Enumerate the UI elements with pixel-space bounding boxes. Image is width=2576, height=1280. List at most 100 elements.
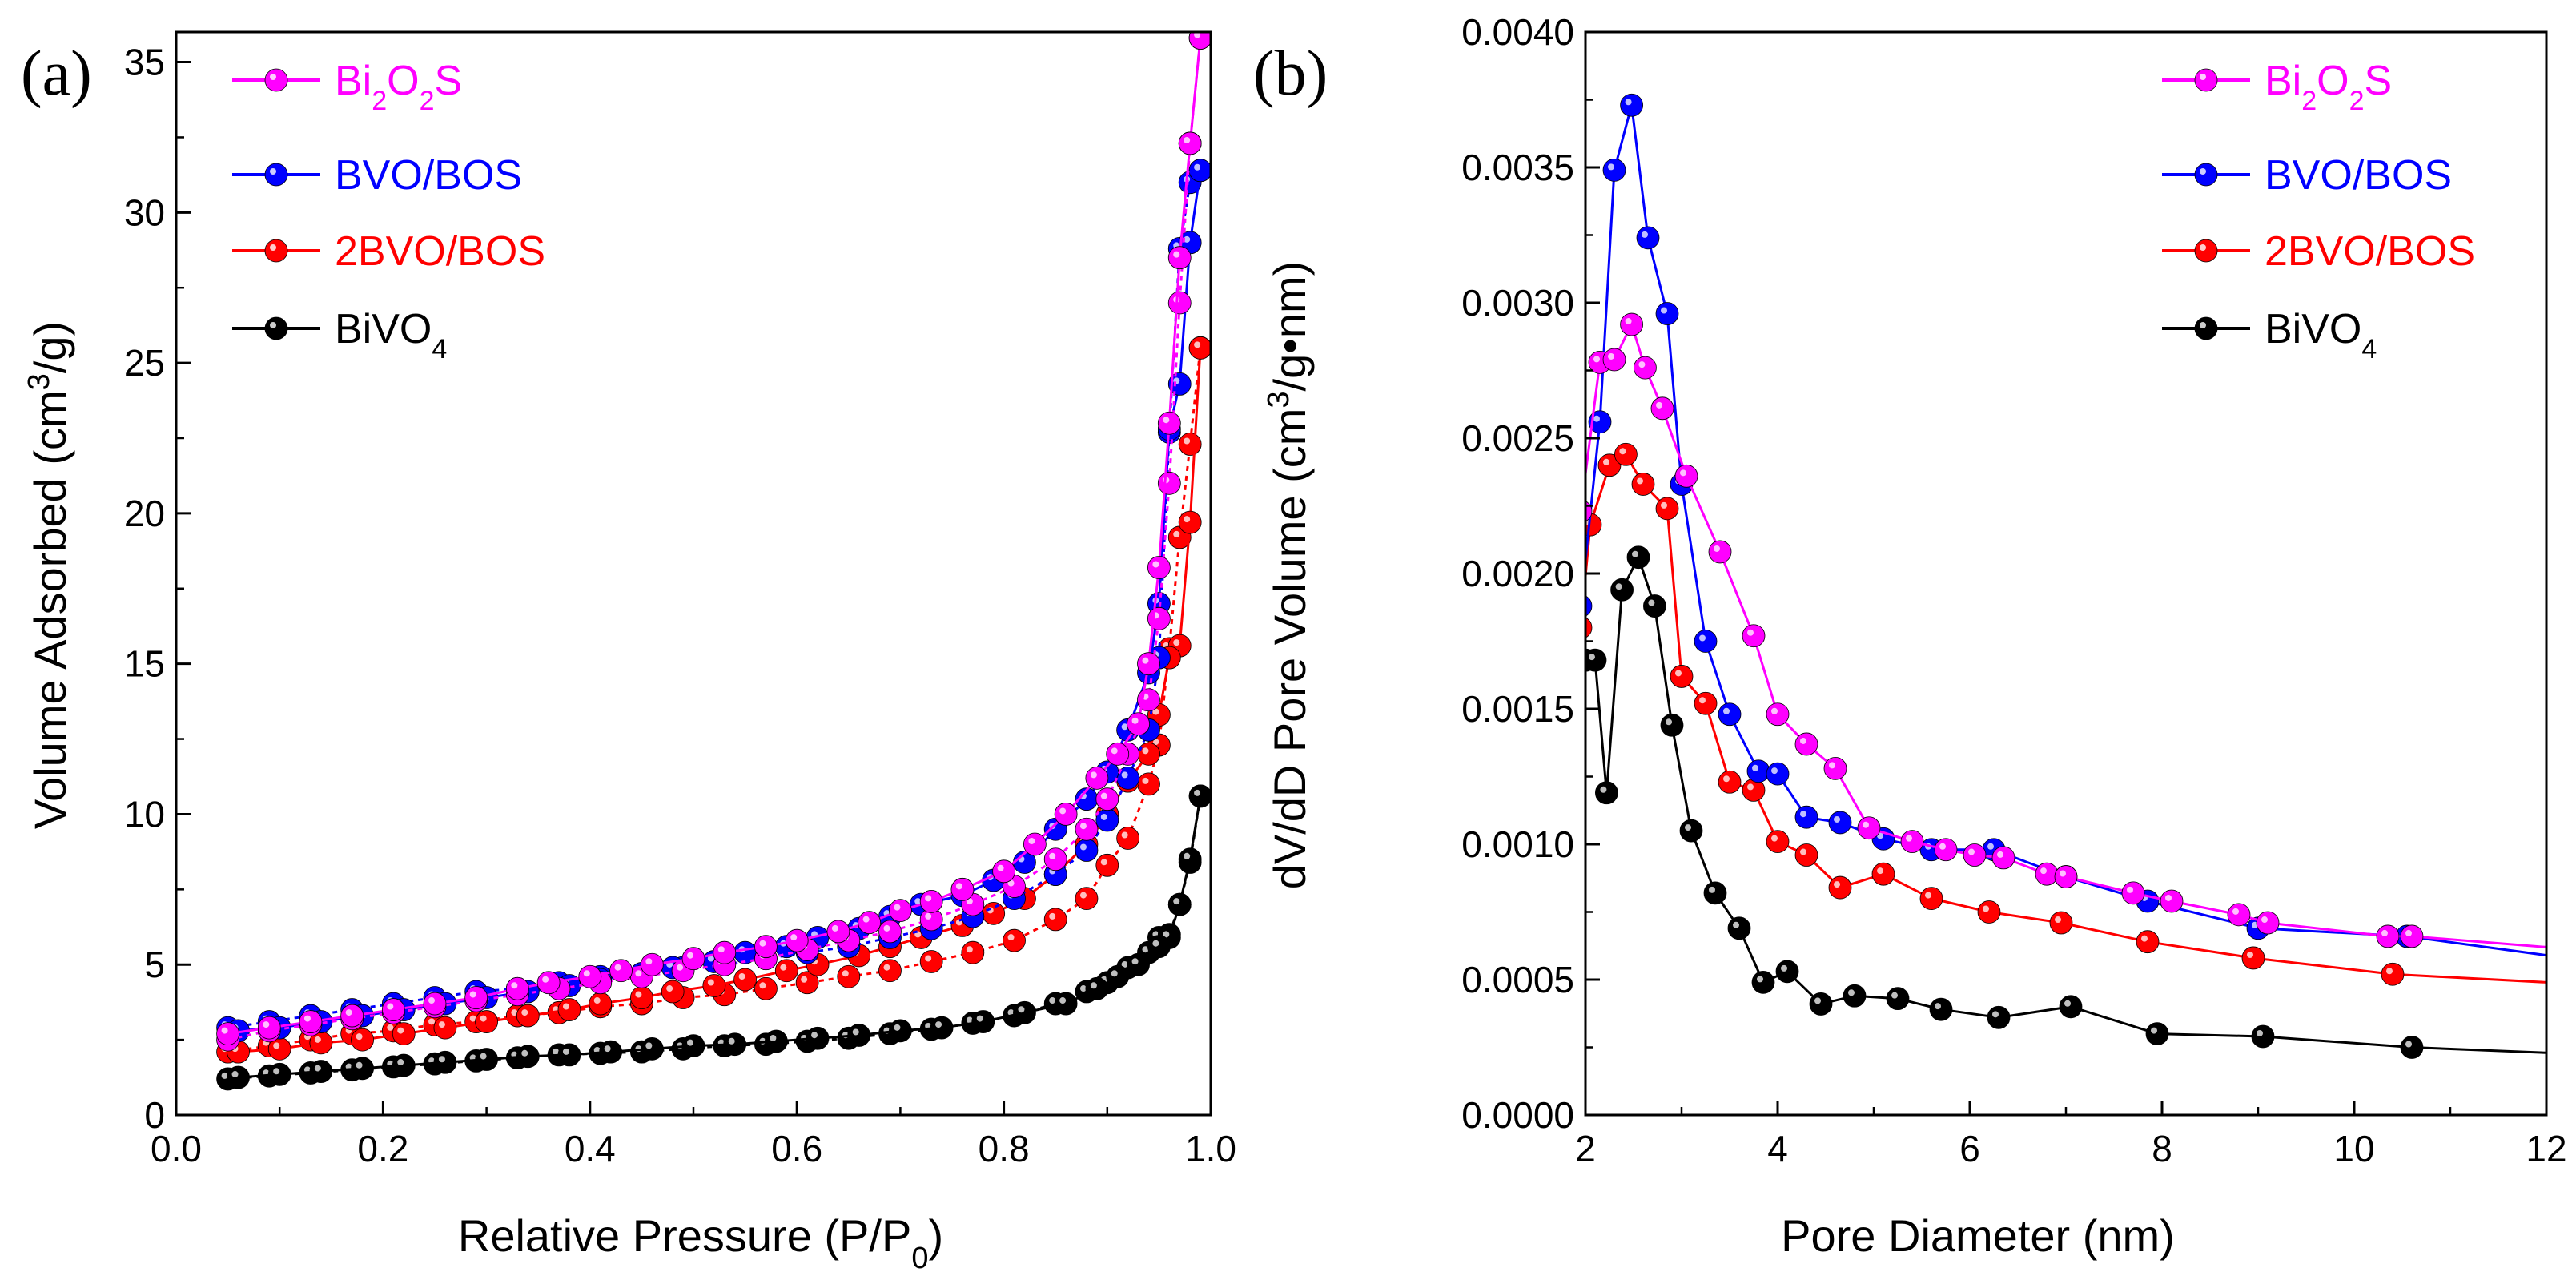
panel-a-series-bi2o2s-desorption-point: [713, 940, 737, 964]
panel-b-series-bi2o2s-point-highlight: [1714, 545, 1720, 552]
panel-a-series-2bvo-bos-desorption-point-highlight: [314, 1036, 321, 1043]
panel-b-series-bi2o2s-point: [2376, 924, 2400, 948]
panel-a-series-2bvo-bos-adsorption-point: [1095, 853, 1119, 877]
panel-b-plot-area: [1585, 93, 2546, 1059]
panel-a-series-bi2o2s-adsorption-point-highlight: [966, 898, 973, 905]
panel-a-legend: Bi2O2S BVO/BOS 2BVO/BOS BiVO4: [232, 58, 545, 364]
panel-b-series-bivo4-point-highlight: [1666, 718, 1672, 726]
panel-a-series-2bvo-bos-adsorption-point-highlight: [1142, 777, 1149, 784]
panel-a-series-bivo4-desorption-point: [806, 1026, 830, 1050]
panel-a-series-bi2o2s-adsorption-point-highlight: [1100, 792, 1107, 799]
panel-b-pore-distribution: (b) 2 4 6 8 10 12 0.0000 0.0005 0.0010 0.0015 0.00…: [1253, 11, 2567, 1261]
panel-a-series-bi2o2s-desorption-point: [257, 1016, 281, 1040]
panel-a-series-bi2o2s-desorption-point: [1127, 712, 1150, 736]
panel-b-series-bivo4-point: [1679, 819, 1703, 843]
panel-a-series-bi2o2s-adsorption-point-highlight: [883, 924, 890, 932]
panel-a-series-bi2o2s-desorption-point-highlight: [1142, 657, 1149, 664]
panel-a-legend-entry-bi2o2s: Bi2O2S: [232, 58, 462, 116]
panel-b-series-2bvo-bos-point: [1631, 473, 1655, 496]
panel-b-series-2bvo-bos-point-highlight: [2386, 968, 2393, 975]
panel-a-series-bivo4-desorption-point: [1178, 847, 1202, 871]
panel-b-series-2bvo-bos-point-highlight: [2141, 935, 2148, 942]
panel-b-series-bivo4-point: [1751, 970, 1775, 994]
panel-a-series-bivo4-desorption-point: [1106, 964, 1130, 988]
panel-b-series-bi2o2s-point: [1934, 838, 1958, 862]
panel-a-series-2bvo-bos-adsorption-point: [837, 964, 861, 988]
panel-b-series-bi2o2s-point-highlight: [1800, 737, 1806, 744]
panel-a-series-2bvo-bos-desorption-point-highlight: [356, 1033, 363, 1041]
panel-b-series-bivo4-point-highlight: [1891, 992, 1898, 999]
panel-a-series-bi2o2s-desorption-point-highlight: [1028, 838, 1035, 844]
panel-a-series-bivo4-desorption-point: [516, 1045, 540, 1069]
panel-a-series-2bvo-bos-desorption-point: [1188, 336, 1211, 360]
panel-b-series-bi2o2s-point-highlight: [1680, 469, 1686, 477]
panel-b-series-2bvo-bos-point-highlight: [1877, 867, 1883, 875]
panel-a-x-tick-label: 1.0: [1185, 1128, 1236, 1169]
panel-b-y-tick-label: 0.0035: [1461, 147, 1574, 188]
panel-b-series-bivo4-point: [1886, 987, 1910, 1011]
panel-b-series-bivo4-point-highlight: [1632, 550, 1638, 557]
panel-b-series-bivo4-point-highlight: [1757, 976, 1763, 983]
panel-a-series-2bvo-bos-adsorption-point-highlight: [966, 946, 973, 953]
panel-a-series-bi2o2s-desorption-point: [1106, 742, 1130, 766]
svg-text:BiVO4: BiVO4: [2265, 306, 2377, 364]
panel-b-series-2bvo-bos-point: [1614, 442, 1638, 466]
panel-b-series-2bvo-bos-point: [2136, 930, 2160, 954]
panel-a-series-bivo4-desorption-point-highlight: [687, 1039, 693, 1046]
panel-a-x-tick-label: 0.2: [357, 1128, 408, 1169]
panel-b-series-bivo4-point-highlight: [1709, 886, 1715, 893]
panel-a-series-bi2o2s-adsorption-point-highlight: [1007, 879, 1015, 887]
panel-a-series-bivo4-desorption-point-highlight: [1090, 982, 1097, 989]
panel-a-series-bi2o2s-desorption-point: [1167, 246, 1192, 270]
panel-b-series-bi2o2s-point-highlight: [2040, 867, 2047, 875]
panel-a-series-bi2o2s-desorption-point-highlight: [221, 1027, 228, 1034]
panel-b-series-bvo-bos-point-highlight: [1723, 707, 1730, 714]
panel-a-series-2bvo-bos-desorption-point-highlight: [666, 985, 673, 992]
panel-a-series-bi2o2s-desorption-point-highlight: [925, 895, 932, 902]
panel-b-series-bi2o2s-point-highlight: [2165, 894, 2172, 901]
panel-b-series-bivo4-point: [1775, 960, 1799, 984]
panel-a-series-2bvo-bos-adsorption-point-highlight: [469, 1015, 476, 1022]
panel-a-legend-entry-2bvo-bos: 2BVO/BOS: [232, 228, 545, 275]
panel-a-series-2bvo-bos-desorption-point: [630, 986, 653, 1009]
panel-b-series-bivo4-point: [1642, 594, 1666, 618]
panel-b-series-bi2o2s-point: [2035, 862, 2059, 886]
svg-text:Bi2O2S: Bi2O2S: [2265, 58, 2392, 116]
panel-a-series-bi2o2s-adsorption-point: [1075, 817, 1099, 841]
panel-a-series-2bvo-bos-desorption-point: [982, 901, 1006, 925]
panel-a-x-tick-label: 0.0: [151, 1128, 202, 1169]
panel-b-series-bivo4-point: [1727, 916, 1751, 940]
panel-a-series-2bvo-bos-adsorption-point-highlight: [428, 1018, 435, 1025]
panel-b-legend-entry-bi2o2s: Bi2O2S: [2162, 58, 2392, 116]
panel-b-series-bi2o2s-point: [1674, 464, 1698, 488]
panel-b-series-bivo4-point: [1843, 984, 1867, 1008]
panel-a-series-bi2o2s-desorption-point-highlight: [542, 976, 549, 983]
panel-b-series-bi2o2s-point-highlight: [2381, 929, 2388, 936]
panel-a-series-2bvo-bos-desorption-point-highlight: [521, 1009, 528, 1016]
panel-b-series-2bvo-bos-point: [1694, 691, 1718, 715]
panel-b-series-bvo-bos-point: [1620, 93, 1643, 117]
panel-a-series-2bvo-bos-desorption-point: [433, 1016, 457, 1040]
panel-a-series-bi2o2s-desorption-point-highlight: [1090, 771, 1097, 779]
panel-a-series-bi2o2s-desorption-point-highlight: [511, 982, 518, 989]
panel-a-series-bi2o2s-desorption-point: [1178, 131, 1202, 155]
panel-a-series-bi2o2s-desorption-point: [1147, 556, 1171, 579]
panel-a-x-tick-label: 0.8: [979, 1128, 1030, 1169]
panel-a-series-bi2o2s-desorption-point: [464, 986, 488, 1009]
panel-a-y-tick-label: 20: [124, 493, 165, 534]
panel-b-series-bivo4-point-highlight: [2151, 1027, 2157, 1034]
panel-b-series-bvo-bos-point-highlight: [1642, 231, 1648, 238]
panel-a-series-bivo4-desorption-point: [433, 1050, 457, 1074]
panel-b-series-2bvo-bos-point-highlight: [1619, 448, 1626, 455]
panel-a-series-bivo4-desorption-point: [351, 1057, 374, 1081]
panel-a-series-bi2o2s-desorption-point-highlight: [955, 883, 962, 890]
panel-a-series-bi2o2s-desorption-point: [640, 952, 664, 976]
panel-b-series-bvo-bos-point: [1602, 158, 1626, 182]
panel-a-series-bivo4-desorption-point: [1013, 1000, 1036, 1024]
panel-a-series-bi2o2s-desorption-point: [578, 964, 602, 988]
panel-a-series-2bvo-bos-desorption-point: [733, 968, 757, 992]
panel-b-series-bi2o2s-point: [1620, 312, 1643, 336]
panel-b-x-tick-label: 2: [1575, 1128, 1596, 1169]
panel-b-series-bi2o2s-point: [1823, 756, 1847, 780]
panel-b-series-bvo-bos-point-highlight: [1593, 415, 1600, 422]
